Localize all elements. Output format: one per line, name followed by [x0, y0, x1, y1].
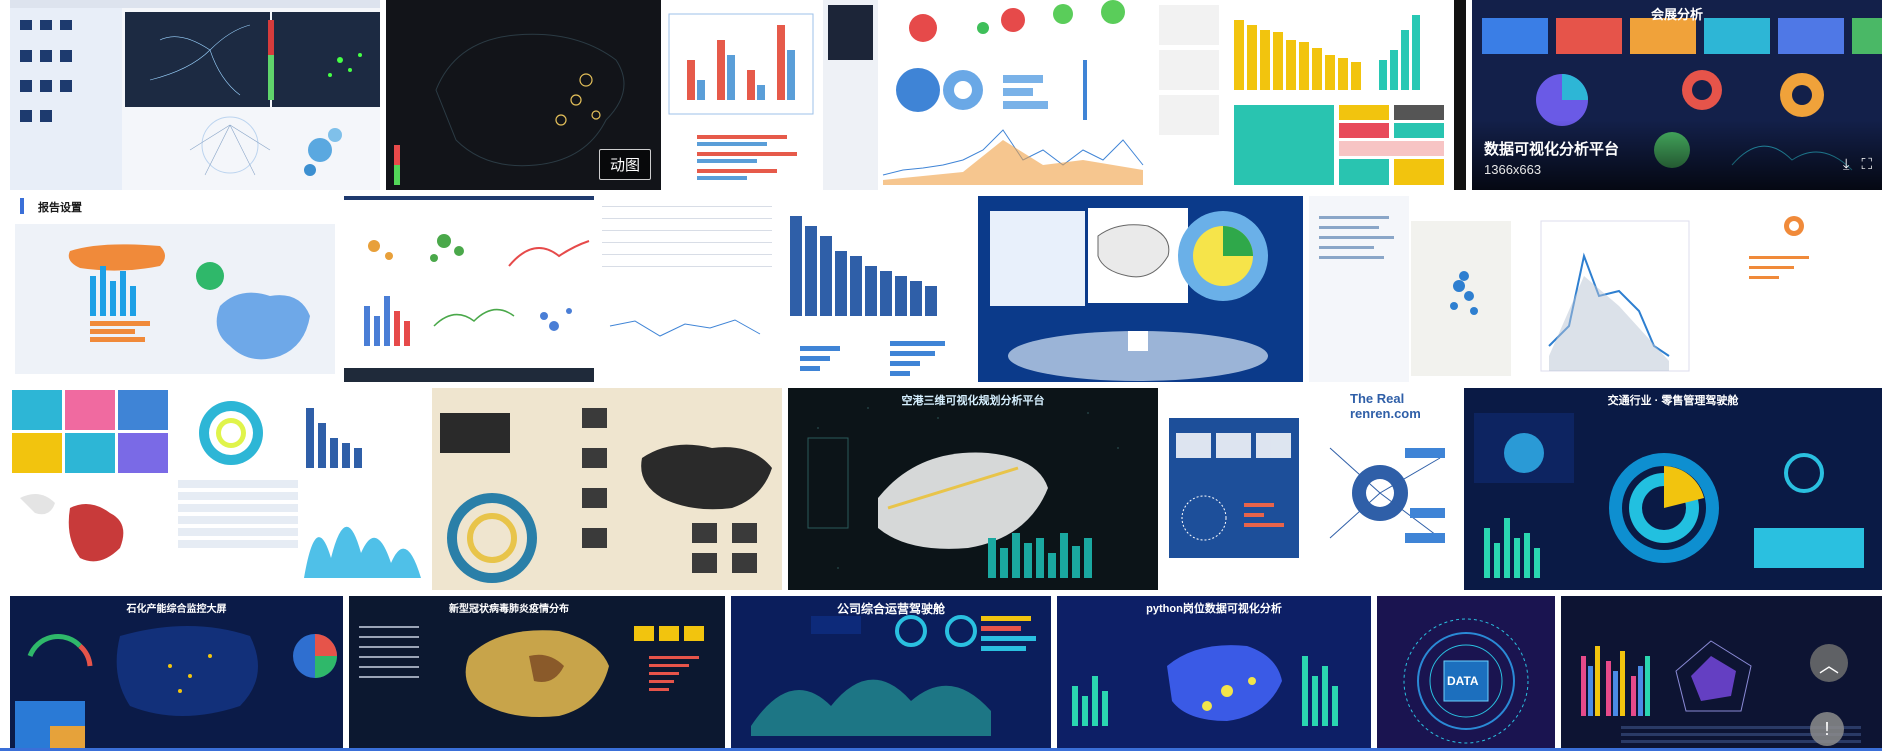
exclamation-icon: ! — [1824, 718, 1830, 739]
chevron-up-icon: ︿ — [1819, 654, 1839, 677]
tile-title: 石化产能综合监控大屏 — [126, 604, 227, 615]
result-tile-kpi[interactable] — [10, 388, 170, 590]
result-tile-renren[interactable]: The Real renren.com — [1310, 388, 1458, 590]
bottom-accent-bar — [0, 748, 1882, 751]
result-tile-strip[interactable] — [1454, 0, 1466, 190]
thumbnail-donut-table — [176, 388, 426, 590]
thumbnail-ipo — [1164, 388, 1304, 590]
thumbnail-report-settings — [10, 196, 338, 382]
result-tile-python-jobs[interactable]: python岗位数据可视化分析 — [1057, 596, 1371, 751]
hover-dimensions: 1366x663 — [1484, 162, 1542, 177]
thumbnail-renren — [1310, 388, 1458, 590]
thumbnail-petrochem — [10, 596, 343, 751]
result-tile-report-settings[interactable]: 报告设置 — [10, 196, 338, 382]
tile-title: DATA — [1447, 674, 1479, 688]
result-tile-data-viz[interactable]: DATA — [1377, 596, 1555, 751]
tile-title: 交通行业 · 零售管理驾驶舱 — [1607, 395, 1739, 407]
tile-title: 会展分析 — [1650, 7, 1704, 22]
result-tile-company-ops[interactable]: 公司综合运营驾驶舱 — [731, 596, 1051, 751]
hover-actions: ⤓ ⛶ — [1843, 156, 1872, 173]
thumbnail-airport-3d — [788, 388, 1158, 590]
result-tile-donut-table[interactable] — [176, 388, 426, 590]
result-tile-gis-demo[interactable] — [10, 0, 380, 190]
result-tile-airport-3d[interactable]: 空港三维可视化规划分析平台 — [788, 388, 1158, 590]
thumbnail-sales-table — [600, 196, 972, 382]
thumbnail-tableau — [344, 196, 594, 382]
feedback-button[interactable]: ! — [1810, 712, 1844, 746]
thumbnail-pandemic-map — [349, 596, 725, 751]
hover-title: 数据可视化分析平台 — [1484, 141, 1620, 158]
thumbnail-traffic-retail — [1464, 388, 1882, 590]
result-tile-3d-globe[interactable] — [978, 196, 1303, 382]
result-tile-analytics[interactable] — [1309, 196, 1881, 382]
result-tile-ipo[interactable] — [1164, 388, 1304, 590]
tile-title: 公司综合运营驾驶舱 — [836, 602, 946, 616]
result-tile-china-map-animated[interactable]: 动图 — [386, 0, 661, 190]
thumbnail-data-viz — [1377, 596, 1555, 751]
tile-title: python岗位数据可视化分析 — [1146, 603, 1282, 615]
result-tile-petrochem[interactable]: 石化产能综合监控大屏 — [10, 596, 343, 751]
thumbnail-mixed-dashboard — [823, 0, 1148, 190]
result-tile-infographic-ocean[interactable] — [432, 388, 782, 590]
animated-badge: 动图 — [598, 149, 651, 180]
download-icon[interactable]: ⤓ — [1842, 156, 1850, 173]
result-tile-bar-charts[interactable] — [667, 0, 817, 190]
hover-caption: 数据可视化分析平台 1366x663 ⤓ ⛶ — [1472, 120, 1882, 190]
thumbnail-3d-globe — [978, 196, 1303, 382]
result-tile-mixed-dashboard[interactable] — [823, 0, 1148, 190]
thumbnail-analytics — [1309, 196, 1881, 382]
tile-title: 新型冠状病毒肺炎疫情分布 — [449, 604, 569, 615]
tile-title: 空港三维可视化规划分析平台 — [901, 395, 1045, 407]
thumbnail-infographic-ocean — [432, 388, 782, 590]
thumbnail-kpi — [10, 388, 170, 590]
result-tile-pandemic-map[interactable]: 新型冠状病毒肺炎疫情分布 — [349, 596, 725, 751]
thumbnail-company-ops — [731, 596, 1051, 751]
tile-title: The Real renren.com — [1350, 391, 1421, 421]
result-tile-exhibition-analysis[interactable]: 会展分析 数据可视化分析平台 1366x663 ⤓ ⛶ — [1472, 0, 1882, 190]
result-tile-tableau[interactable] — [344, 196, 594, 382]
result-tile-traffic-retail[interactable]: 交通行业 · 零售管理驾驶舱 — [1464, 388, 1882, 590]
back-to-top-button[interactable]: ︿ — [1810, 644, 1848, 682]
tile-label: 报告设置 — [38, 202, 82, 214]
thumbnail-yellow-bars — [1154, 0, 1448, 190]
thumbnail-bar-charts — [667, 0, 817, 190]
fullscreen-icon[interactable]: ⛶ — [1861, 156, 1872, 173]
thumbnail-python-jobs — [1057, 596, 1371, 751]
result-tile-yellow-bars[interactable] — [1154, 0, 1448, 190]
result-tile-sales-table[interactable] — [600, 196, 972, 382]
thumbnail-gis-demo — [10, 0, 380, 190]
